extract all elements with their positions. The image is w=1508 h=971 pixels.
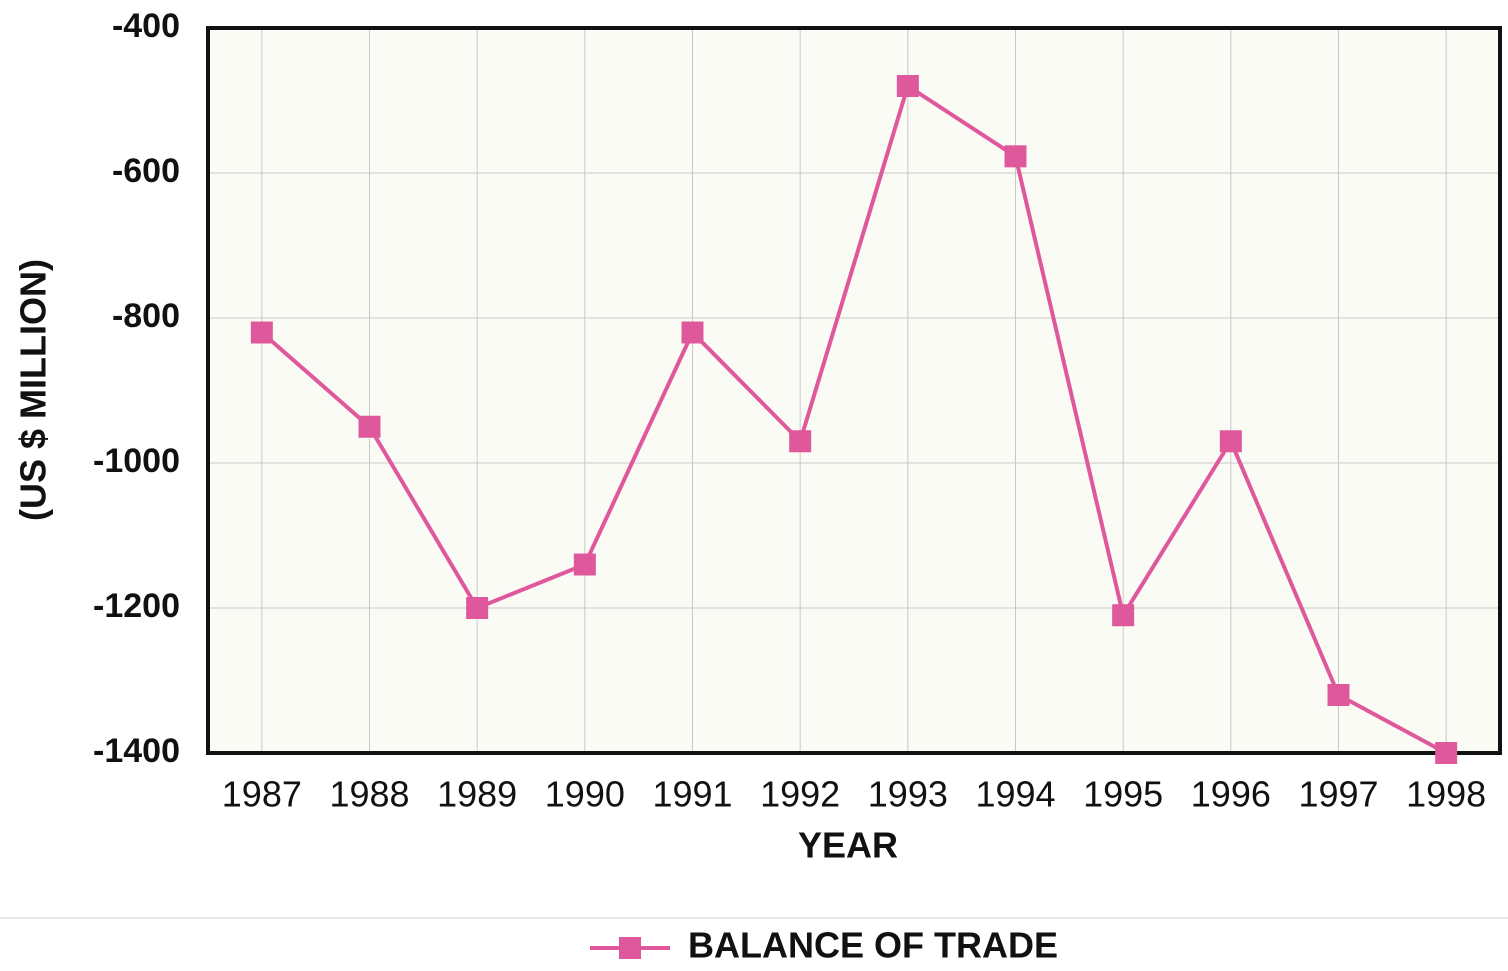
x-axis-title: YEAR [798,825,898,866]
x-tick-label: 1994 [975,774,1055,815]
y-axis-title: (US $ MILLION) [13,259,54,521]
y-tick-label: -400 [112,7,180,45]
x-tick-label: 1993 [868,774,948,815]
point-marker [1327,684,1350,706]
point-marker [896,75,919,97]
x-tick-label: 1987 [222,774,302,815]
x-tick-label: 1997 [1298,774,1378,815]
x-tick-label: 1988 [329,774,409,815]
point-marker [1435,742,1458,764]
y-tick-label: -1000 [93,442,180,480]
x-tick-label: 1990 [545,774,625,815]
point-marker [466,597,489,619]
x-tick-label: 1989 [437,774,517,815]
y-tick-label: -1200 [93,587,180,625]
point-marker [250,321,273,344]
plot-frame [206,26,1502,755]
x-tick-label: 1996 [1191,774,1271,815]
point-marker [1219,430,1242,453]
plot-background [208,28,1500,753]
point-marker [1004,145,1027,168]
point-marker [573,553,596,576]
series-line [260,82,1448,755]
y-tick-label: -600 [112,152,180,190]
y-tick-label: -1400 [93,732,180,770]
point-marker [1112,604,1135,627]
x-tick-label: 1995 [1083,774,1163,815]
x-tick-label: 1992 [760,774,840,815]
legend-label: BALANCE OF TRADE [688,925,1058,966]
x-tick-label: 1998 [1406,774,1486,815]
legend-marker [619,937,641,959]
y-tick-label: -800 [112,297,180,335]
point-marker [789,430,812,453]
point-marker [681,321,704,344]
point-marker [358,415,381,438]
x-tick-label: 1991 [652,774,732,815]
